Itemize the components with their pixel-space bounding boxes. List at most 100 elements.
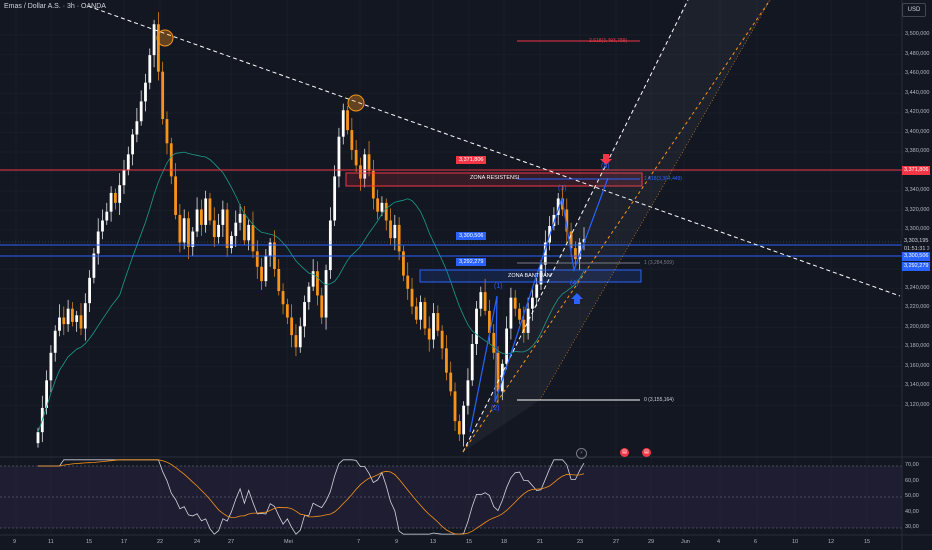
candle-body <box>445 348 448 373</box>
candle-body <box>195 209 199 232</box>
time-axis-label: 4 <box>717 539 721 545</box>
candle-body <box>156 24 160 72</box>
elliott-wave-path <box>469 177 609 433</box>
candle-body <box>414 306 418 320</box>
candle-body <box>371 170 375 199</box>
candle-body <box>260 266 263 282</box>
candle-body <box>453 391 457 422</box>
price-axis-label: 3,200,000 <box>905 323 930 330</box>
price-axis-label: 3,220,000 <box>905 304 930 310</box>
currency-button[interactable]: USD <box>902 3 926 17</box>
candle-body <box>565 209 569 232</box>
candle-body <box>457 421 461 435</box>
candle-body <box>423 302 427 329</box>
candle-body <box>58 317 61 331</box>
time-axis-label: 9 <box>13 539 17 545</box>
candle-body <box>475 308 478 344</box>
time-axis-label: 23 <box>577 539 584 545</box>
candle-body <box>113 192 117 203</box>
candle-body <box>281 291 285 305</box>
support-zone[interactable] <box>419 269 642 283</box>
time-axis-label: 24 <box>194 539 201 545</box>
price-axis-label: 3,120,000 <box>905 401 930 408</box>
time-axis-label: 12 <box>828 539 835 545</box>
resistance-zone[interactable] <box>345 172 643 187</box>
candles <box>36 12 586 448</box>
candle-body <box>513 297 517 309</box>
time-axis-label: Jun <box>681 539 690 545</box>
news-event-icon[interactable]: ▤ <box>642 448 651 457</box>
rsi-axis-label: 30,00 <box>905 524 919 530</box>
candle-body <box>79 315 83 329</box>
candle-body <box>436 313 440 331</box>
candle-body <box>144 82 147 102</box>
last-price-tag: 3,303,195 <box>902 237 931 246</box>
candle-body <box>518 308 521 320</box>
candle-body <box>320 295 324 318</box>
candle-body <box>303 302 306 327</box>
candle-body <box>410 288 414 307</box>
rsi-ma-line <box>38 459 585 535</box>
price-axis-label: 3,400,000 <box>905 128 930 135</box>
time-axis-label: 15 <box>86 539 93 545</box>
candle-body <box>217 224 220 238</box>
swing-high-marker-2 <box>347 94 365 112</box>
candle-body <box>316 271 319 296</box>
rsi-axis-label: 50,00 <box>905 493 919 499</box>
channel-lower-line <box>462 0 771 453</box>
downtrend-line <box>87 5 901 297</box>
candle-body <box>109 192 113 212</box>
price-axis-label: 3,480,000 <box>905 50 930 57</box>
price-axis-label: 3,240,000 <box>905 284 930 291</box>
candle-body <box>462 405 466 435</box>
time-axis-label: 15 <box>864 539 871 545</box>
candle-body <box>122 169 126 186</box>
candle-body <box>578 242 582 260</box>
candle-body <box>389 220 392 239</box>
channel-mid-line <box>539 0 771 401</box>
lightning-event-icon[interactable]: ⚡ <box>576 448 587 459</box>
candle-body <box>539 264 543 285</box>
candle-body <box>294 335 298 348</box>
candle-body <box>432 313 435 340</box>
candle-body <box>208 198 212 221</box>
price-axis-label: 3,440,000 <box>905 89 930 96</box>
candle-body <box>359 165 362 179</box>
symbol-title[interactable]: Emas / Dollar A.S. · 3h · OANDA <box>4 3 106 10</box>
candle-body <box>324 270 328 318</box>
candle-body <box>268 242 272 256</box>
candle-body <box>49 352 53 381</box>
candle-body <box>350 130 354 150</box>
price-axis-label: 3,500,000 <box>905 31 930 37</box>
time-axis-label: 18 <box>501 539 508 545</box>
time-axis-label: 7 <box>357 539 361 545</box>
candle-body <box>307 286 311 303</box>
candle-body <box>255 251 259 267</box>
candle-body <box>126 154 130 170</box>
candle-body <box>363 154 367 179</box>
candle-body <box>470 343 474 381</box>
candle-body <box>53 330 57 353</box>
fib-1-label: 1 (3,284,509) <box>644 260 674 266</box>
fib-2618-label: 2.618(3,493,789) <box>589 38 628 44</box>
candle-body <box>277 268 281 292</box>
time-axis-label: 22 <box>157 539 164 545</box>
price-axis-label: 3,180,000 <box>905 343 930 349</box>
price-axis-label: 3,160,000 <box>905 362 930 369</box>
candle-body <box>212 220 216 238</box>
rsi-axis-label: 40,00 <box>905 509 919 515</box>
zona-resistensi-label: ZONA RESISTENSI <box>470 175 520 181</box>
candle-body <box>505 328 509 364</box>
rsi-axis-label: 70,00 <box>905 462 919 468</box>
time-axis-label: 27 <box>613 539 620 545</box>
candle-body <box>479 292 483 309</box>
price-axis-label: 3,140,000 <box>905 382 930 388</box>
fib-1618-label: 1.618(3,364,449) <box>644 176 683 182</box>
news-event-icon[interactable]: ▤ <box>620 448 629 457</box>
up-arrow-icon <box>571 293 583 304</box>
candle-body <box>311 271 315 287</box>
rsi-band <box>0 466 902 528</box>
time-axis-label: 6 <box>754 539 758 545</box>
candle-body <box>397 224 401 252</box>
